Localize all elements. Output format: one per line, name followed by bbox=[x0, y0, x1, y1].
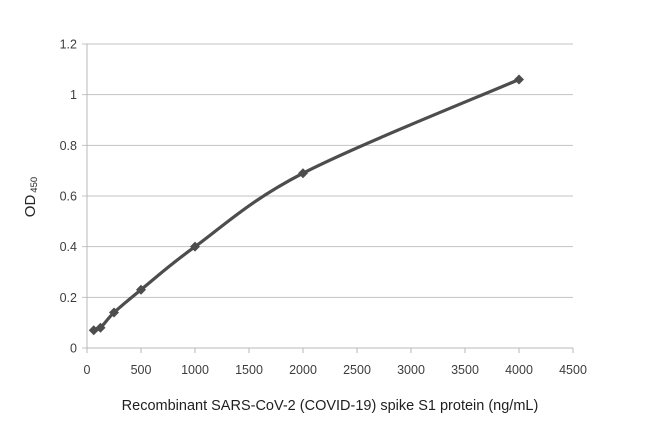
x-tick-label: 500 bbox=[131, 363, 152, 377]
x-tick-label: 4500 bbox=[559, 363, 587, 377]
data-point-marker bbox=[298, 168, 308, 179]
x-axis-title: Recombinant SARS-CoV-2 (COVID-19) spike … bbox=[121, 398, 539, 414]
x-tick-label: 1500 bbox=[235, 363, 263, 377]
data-point-marker bbox=[95, 322, 106, 333]
series-line bbox=[92, 77, 521, 332]
x-tick-label: 3500 bbox=[451, 363, 479, 377]
y-tick-label: 0.6 bbox=[60, 190, 77, 204]
data-point-marker bbox=[109, 307, 119, 318]
y-tick-label: 0.8 bbox=[60, 139, 77, 153]
y-tick-label: 0.2 bbox=[60, 291, 77, 305]
y-axis-title: OD 450 bbox=[17, 155, 43, 239]
y-tick-label: 1.2 bbox=[60, 38, 77, 52]
x-tick-label: 3000 bbox=[397, 363, 425, 377]
x-tick-label: 2000 bbox=[289, 363, 317, 377]
y-axis-title-subscript: 450 bbox=[28, 176, 40, 193]
x-tick-label: 4000 bbox=[505, 363, 533, 377]
y-tick-label: 1 bbox=[70, 88, 77, 102]
data-point-marker bbox=[514, 74, 524, 85]
x-tick-label: 1000 bbox=[181, 363, 209, 377]
x-tick-label: 2500 bbox=[343, 363, 371, 377]
y-axis-title-main: OD bbox=[21, 194, 39, 218]
y-tick-label: 0 bbox=[70, 342, 77, 356]
data-point-marker bbox=[136, 284, 146, 295]
y-tick-label: 0.4 bbox=[60, 240, 77, 254]
x-tick-label: 0 bbox=[84, 363, 91, 377]
data-point-marker bbox=[190, 241, 200, 252]
